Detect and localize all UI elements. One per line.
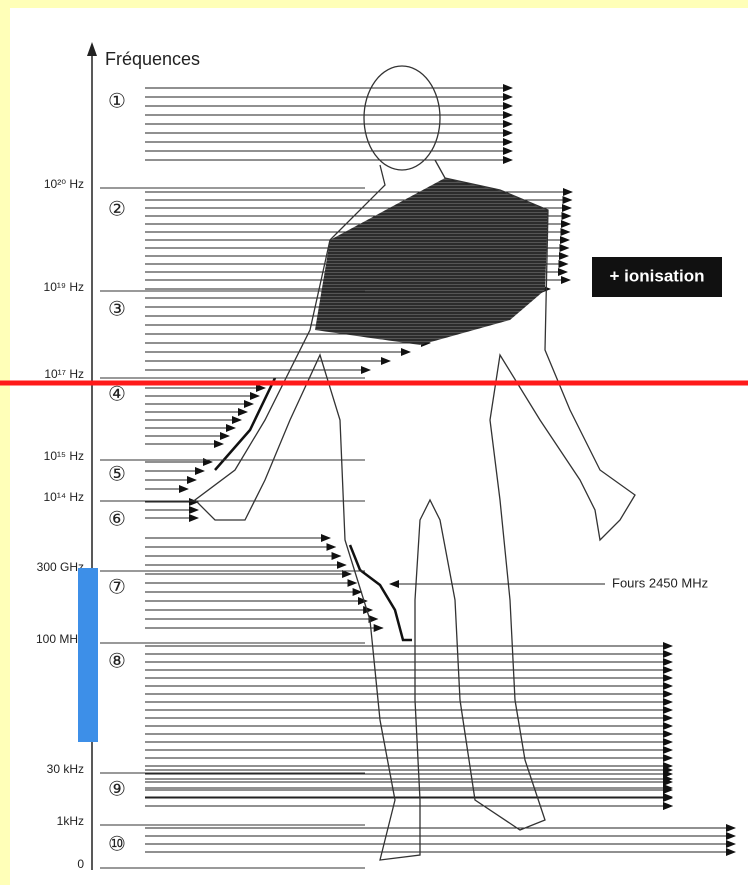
page: Fréquences + ionisation Fours 2450 MHz 1… (0, 0, 748, 885)
ionisation-label: + ionisation (610, 266, 705, 285)
band-number: ② (108, 198, 126, 220)
band-number: ① (108, 90, 126, 112)
blue-bar (78, 568, 98, 742)
tick-label: 100 MHz (36, 632, 84, 646)
tick-label: 10¹⁴ Hz (44, 490, 85, 504)
canvas (10, 8, 748, 885)
band-number: ⑨ (108, 778, 126, 800)
band-number: ⑤ (108, 463, 126, 485)
tick-label: 10²⁰ Hz (44, 177, 84, 191)
tick-label: 0 (77, 857, 84, 871)
axis-title: Fréquences (105, 49, 200, 69)
tick-label: 30 kHz (47, 762, 84, 776)
tick-label: 10¹⁷ Hz (44, 367, 84, 381)
tick-label: 1kHz (57, 814, 84, 828)
band-number: ③ (108, 298, 126, 320)
band-number: ⑥ (108, 508, 126, 530)
band-number: ④ (108, 383, 126, 405)
tick-label: 300 GHz (37, 560, 84, 574)
band-number: ⑩ (108, 833, 126, 855)
band-number: ⑧ (108, 650, 126, 672)
fours-label: Fours 2450 MHz (612, 575, 708, 590)
band-number: ⑦ (108, 576, 126, 598)
diagram: Fréquences + ionisation Fours 2450 MHz 1… (0, 0, 748, 885)
tick-label: 10¹⁵ Hz (44, 449, 84, 463)
tick-label: 10¹⁹ Hz (44, 280, 84, 294)
